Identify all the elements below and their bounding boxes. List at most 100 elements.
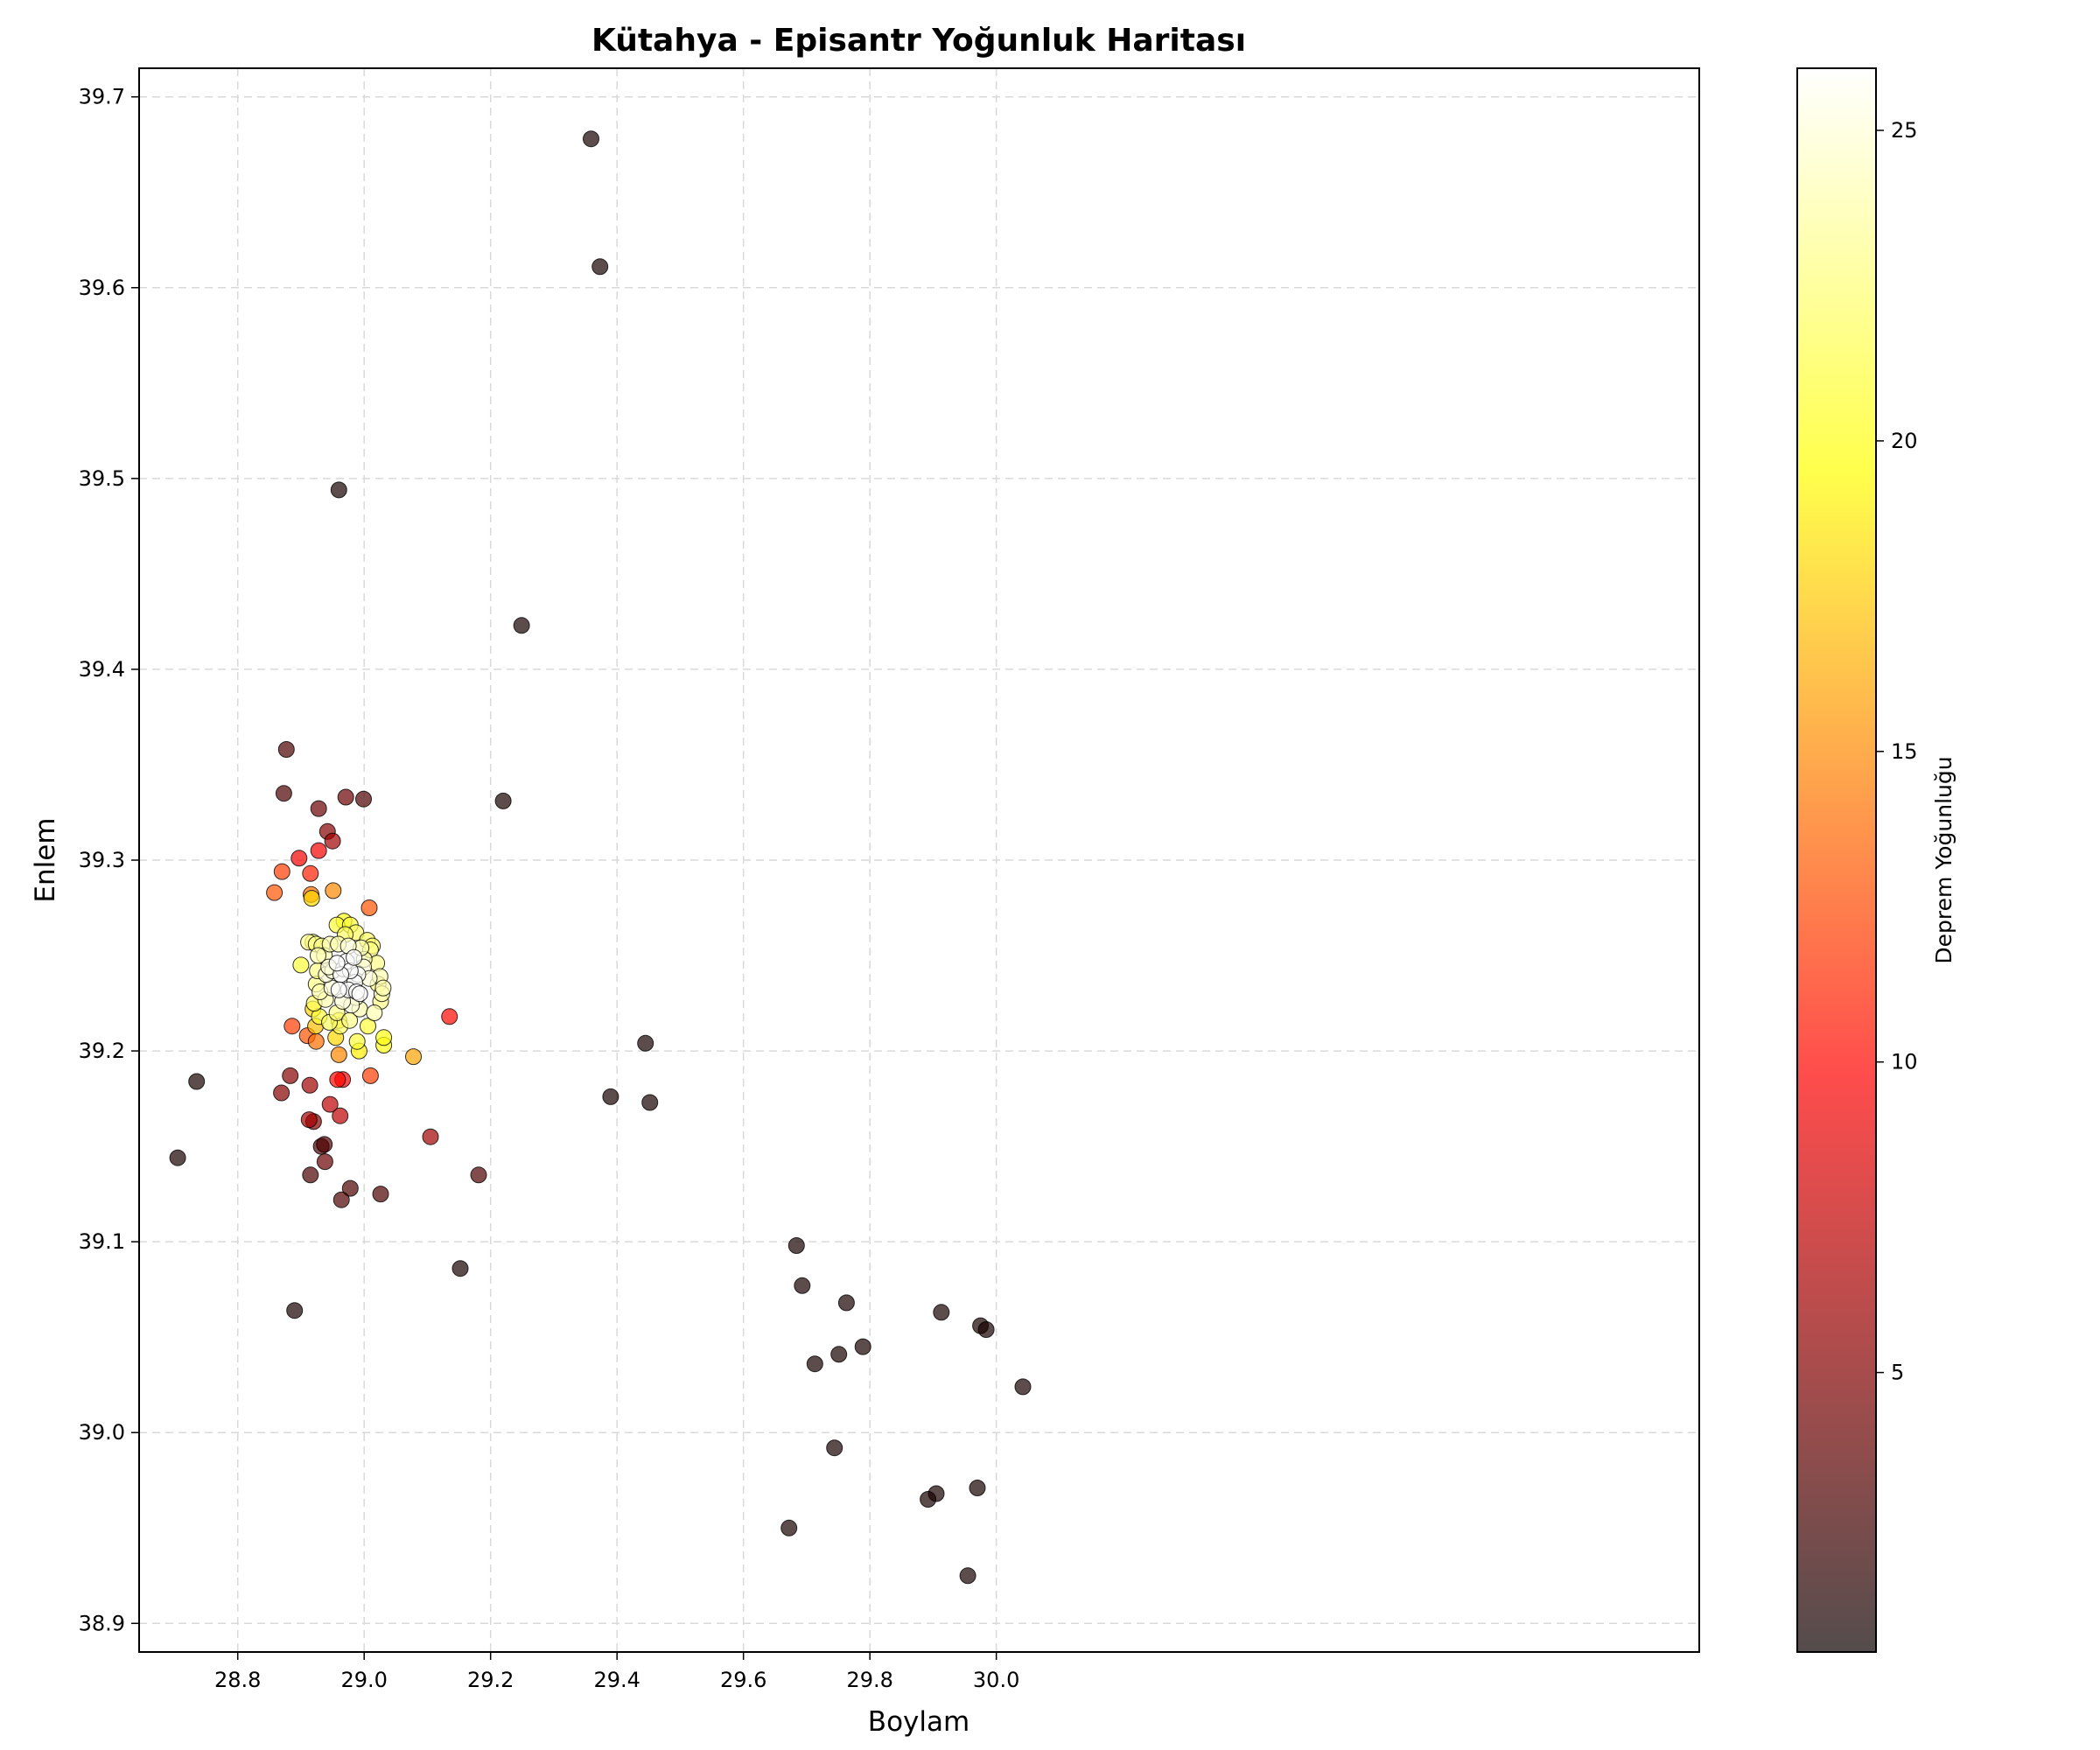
epicenter-point: [273, 1084, 290, 1102]
epicenter-point: [346, 948, 363, 966]
epicenter-point: [277, 741, 295, 758]
epicenter-point: [273, 863, 290, 880]
x-tick-label: 28.8: [214, 1668, 261, 1692]
epicenter-point: [372, 1186, 389, 1203]
epicenter-point: [374, 979, 392, 997]
epicenter-point: [332, 1107, 349, 1124]
epicenter-point: [307, 1032, 325, 1050]
y-tick-label: 39.2: [79, 1039, 125, 1063]
x-tick-label: 30.0: [973, 1668, 1019, 1692]
colorbar-ticks: 5 10 15 20 25: [1876, 118, 1918, 1385]
epicenter-point: [360, 1018, 376, 1035]
epicenter-point: [794, 1277, 811, 1294]
epicenter-point: [348, 1032, 366, 1050]
y-axis-ticks: 38.9 39.0 39.1 39.2 39.3 39.4 39.5 39.6 39.7: [79, 85, 139, 1635]
y-tick-label: 39.1: [79, 1229, 125, 1254]
epicenter-point: [592, 258, 609, 276]
epicenter-point: [854, 1338, 872, 1355]
x-tick-label: 29.4: [593, 1668, 640, 1692]
x-axis-ticks: 28.8 29.0 29.2 29.4 29.6 29.8 30.0: [214, 1652, 1019, 1692]
x-tick-label: 29.2: [467, 1668, 514, 1692]
epicenter-point: [441, 1008, 458, 1026]
epicenter-point: [292, 956, 310, 974]
epicenter-point: [301, 1076, 318, 1094]
epicenter-point: [361, 1067, 379, 1084]
epicenter-point: [969, 1480, 986, 1496]
colorbar: 5 10 15 20 25 Deprem Yoğunluğu: [1796, 67, 1956, 1653]
epicenter-point: [310, 842, 327, 859]
epicenter-point: [266, 884, 284, 901]
epicenter-point: [788, 1237, 805, 1254]
epicenter-point: [330, 1046, 347, 1063]
y-tick-label: 39.3: [79, 848, 125, 872]
epicenter-point: [328, 955, 346, 972]
epicenter-point: [329, 1071, 346, 1088]
epicenter-point: [290, 850, 308, 867]
epicenter-point: [422, 1128, 439, 1145]
epicenter-point: [494, 792, 512, 809]
epicenter-point: [375, 1029, 393, 1046]
epicenter-point: [330, 481, 347, 499]
x-tick-label: 29.8: [846, 1668, 892, 1692]
epicenter-point: [330, 981, 347, 998]
epicenter-point: [641, 1094, 659, 1111]
epicenter-point: [337, 788, 354, 806]
y-tick-label: 39.7: [79, 85, 125, 109]
epicenter-point: [837, 1294, 855, 1312]
chart-title: Kütahya - Episantr Yoğunluk Haritası: [592, 23, 1246, 59]
epicenter-point: [310, 947, 326, 964]
epicenter-point: [360, 900, 378, 916]
epicenter-point: [780, 1519, 798, 1536]
epicenter-point: [355, 790, 372, 808]
colorbar-tick-label: 25: [1891, 118, 1918, 143]
epicenter-point: [583, 130, 599, 148]
epicenter-point: [325, 882, 342, 900]
grid: [139, 68, 1699, 1652]
epicenter-point: [452, 1260, 469, 1278]
epicenter-point: [303, 890, 320, 907]
colorbar-tick-label: 5: [1891, 1361, 1904, 1385]
epicenter-point: [316, 1136, 333, 1153]
epicenter-point: [316, 1153, 333, 1171]
colorbar-tick-label: 20: [1891, 429, 1918, 453]
epicenter-point: [351, 985, 368, 1003]
epicenter-point: [284, 1018, 301, 1035]
x-axis-label: Boylam: [868, 1706, 970, 1738]
x-tick-label: 29.0: [340, 1668, 387, 1692]
colorbar-frame: [1796, 67, 1877, 1653]
epicenter-point: [920, 1491, 937, 1508]
epicenter-point: [513, 617, 530, 634]
epicenter-point: [332, 1191, 350, 1208]
y-tick-label: 38.9: [79, 1611, 125, 1635]
epicenter-point: [300, 1111, 318, 1129]
colorbar-label: Deprem Yoğunluğu: [1931, 756, 1956, 963]
epicenter-point: [282, 1067, 299, 1084]
epicenter-point: [933, 1304, 950, 1321]
colorbar-tick-label: 15: [1891, 739, 1918, 764]
epicenter-point: [826, 1439, 844, 1457]
epicenter-point: [302, 1166, 319, 1184]
y-tick-label: 39.5: [79, 466, 125, 491]
x-tick-label: 29.6: [720, 1668, 766, 1692]
epicenter-point: [310, 800, 327, 817]
epicenter-point: [366, 1004, 383, 1021]
epicenter-point: [602, 1088, 620, 1105]
epicenter-point: [341, 1180, 359, 1197]
epicenter-point: [977, 1321, 995, 1338]
y-tick-label: 39.4: [79, 657, 125, 682]
epicenter-point: [286, 1302, 304, 1320]
epicenter-point: [321, 1096, 339, 1113]
epicenter-point: [637, 1034, 654, 1052]
epicenter-point: [324, 832, 341, 850]
epicenter-point: [806, 1355, 823, 1373]
y-tick-label: 39.0: [79, 1420, 125, 1445]
epicenter-point: [1014, 1378, 1032, 1396]
epicenter-point: [470, 1166, 487, 1184]
colorbar-tick-label: 10: [1891, 1050, 1918, 1074]
epicenter-point: [275, 785, 292, 802]
data-points: [169, 130, 1032, 1585]
epicenter-point: [830, 1346, 848, 1363]
y-axis-label: Enlem: [30, 817, 61, 902]
y-tick-label: 39.6: [79, 276, 125, 300]
